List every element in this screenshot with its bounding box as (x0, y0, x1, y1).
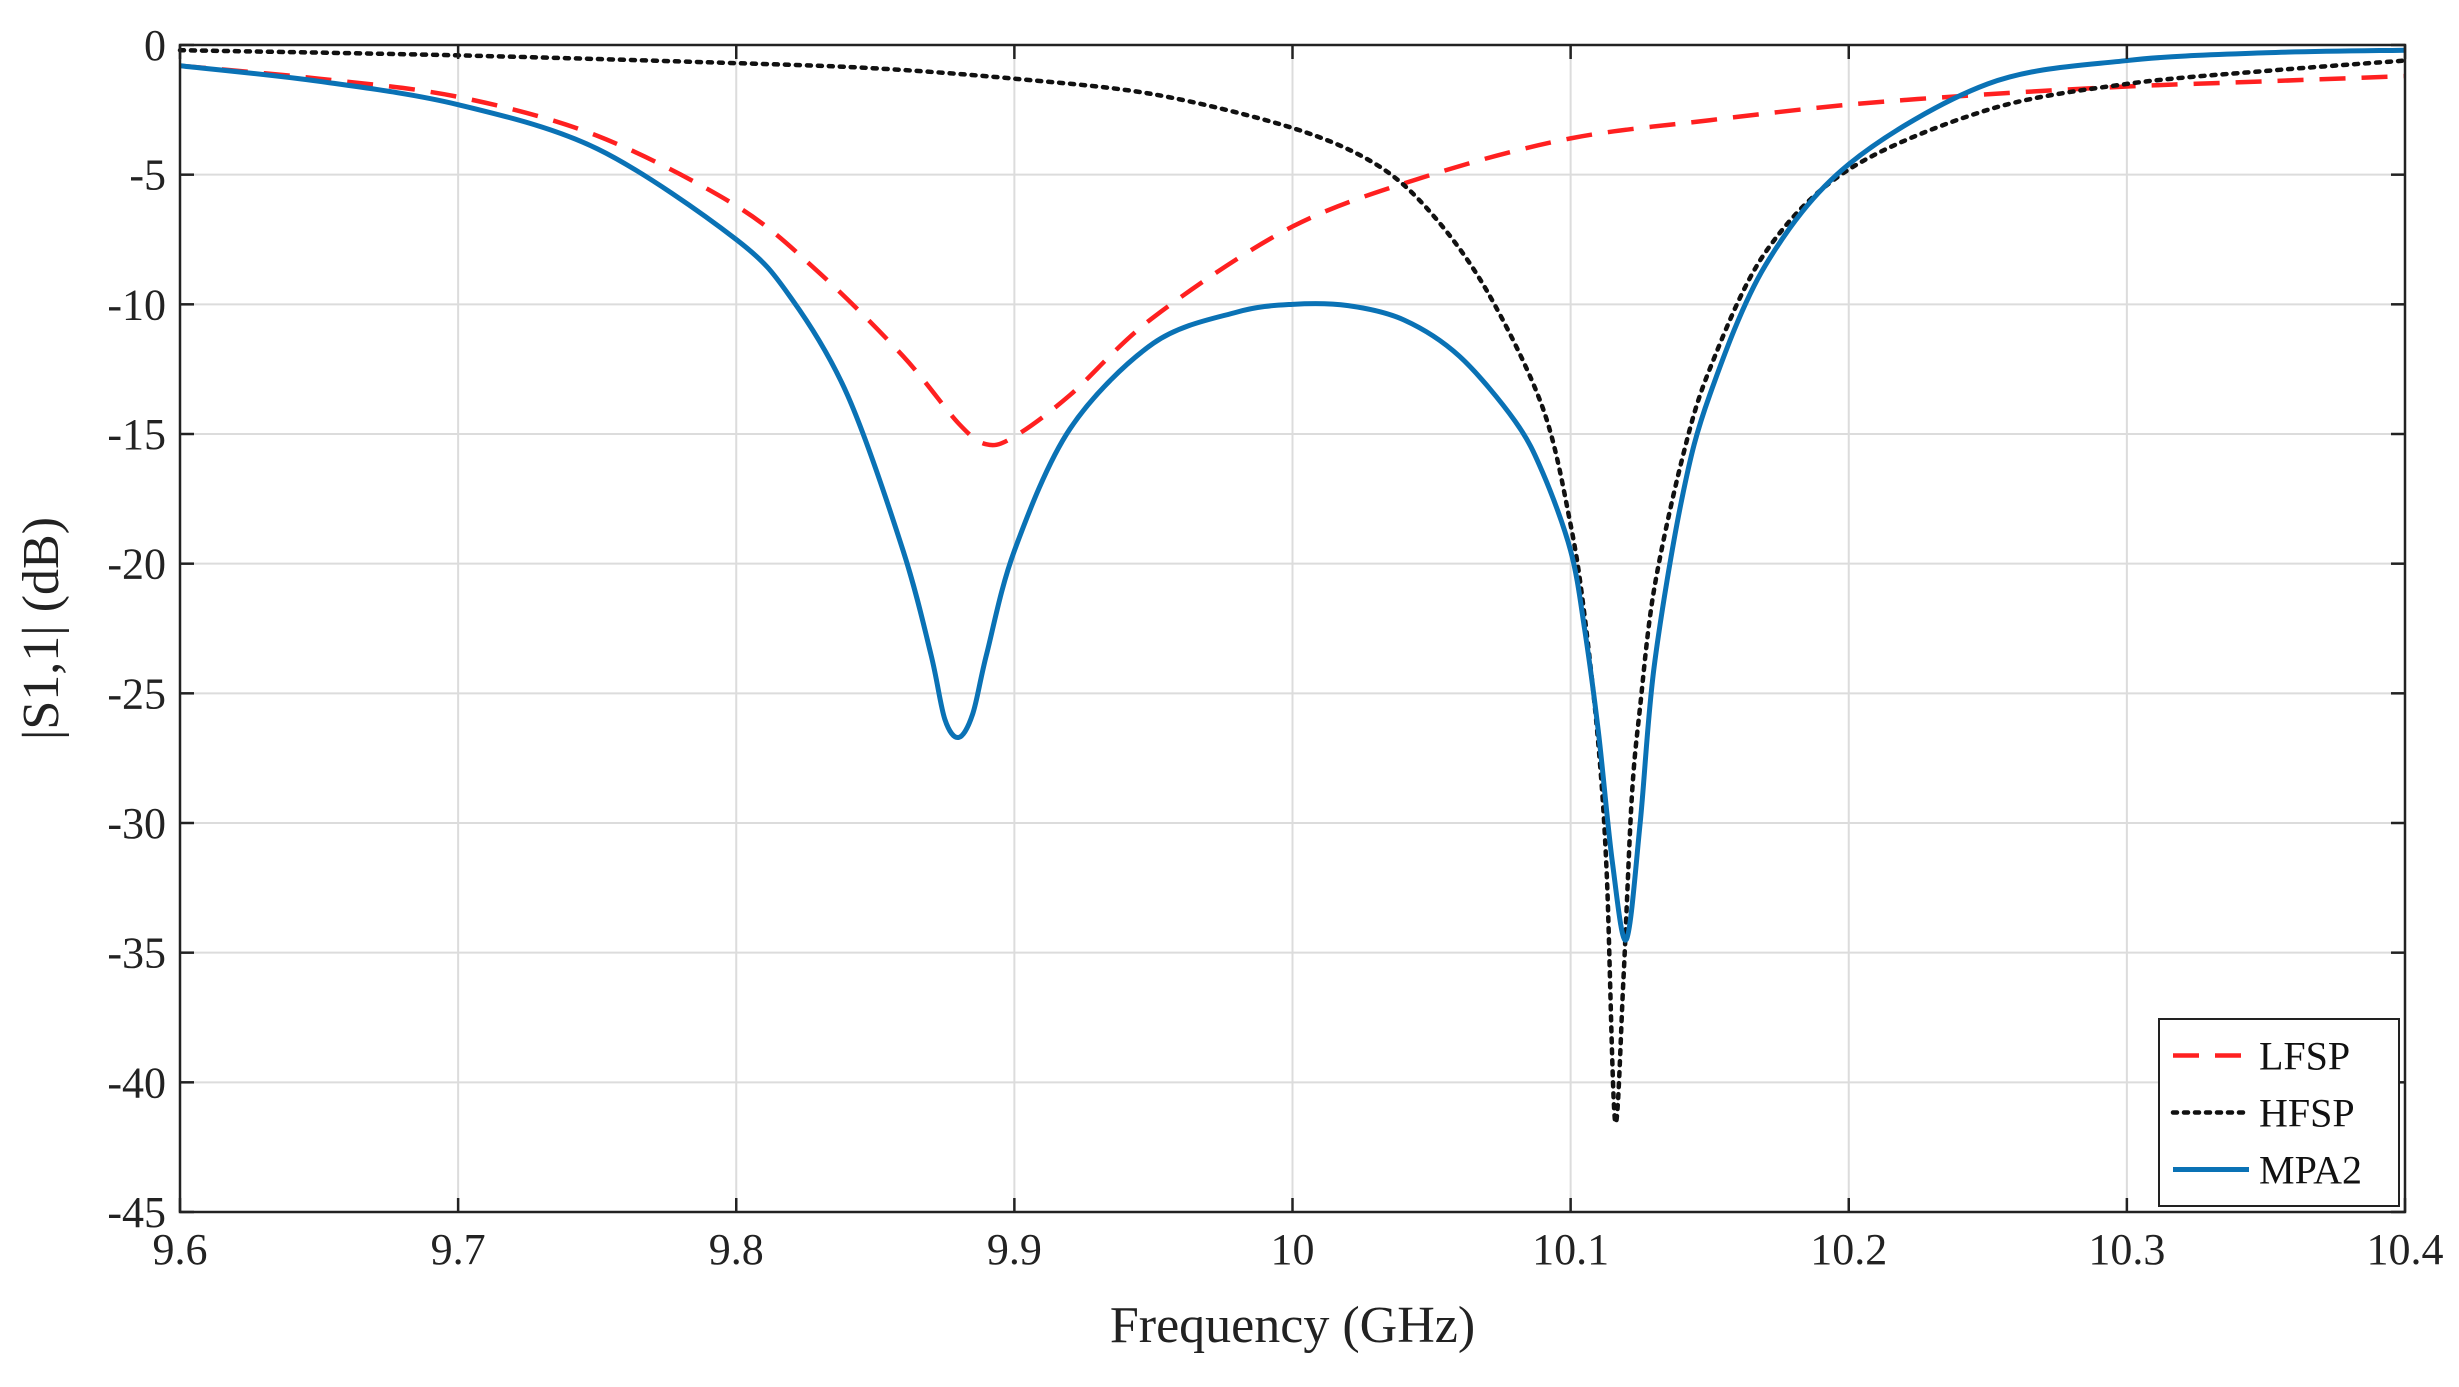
axis-ticks: 9.6 9.7 9.8 9.9 10 10.1 10.2 10.3 10.4 0 -5 -10 -15 -… (107, 21, 2443, 1274)
series-line-lfsp (179, 63, 2406, 448)
y-tick-label: -15 (107, 410, 166, 459)
legend-label-lfsp: LFSP (2259, 1034, 2350, 1079)
y-tick-label: -45 (107, 1188, 166, 1237)
y-tick-label: -30 (107, 799, 166, 848)
x-tick-label: 10.1 (1532, 1225, 1609, 1274)
x-tick-label: 9.8 (709, 1225, 764, 1274)
x-tick-label: 10 (1271, 1225, 1315, 1274)
x-tick-label: 10.3 (2088, 1225, 2165, 1274)
x-tick-label: 9.9 (987, 1225, 1042, 1274)
plot-series (177, 47, 2408, 1126)
x-axis-title: Frequency (GHz) (1110, 1297, 1475, 1354)
y-axis-title: |S1,1| (dB) (13, 517, 70, 740)
series-line-mpa2 (179, 47, 2406, 943)
y-tick-label: -40 (107, 1058, 166, 1107)
y-tick-label: -5 (129, 151, 166, 200)
series-line-hfsp (177, 47, 2408, 1126)
x-tick-label: 9.7 (431, 1225, 486, 1274)
x-tick-label: 9.6 (153, 1225, 208, 1274)
legend-label-hfsp: HFSP (2259, 1091, 2355, 1136)
legend-label-mpa2: MPA2 (2259, 1148, 2362, 1193)
legend: LFSP HFSP MPA2 (2158, 1018, 2400, 1207)
x-tick-label: 10.2 (1810, 1225, 1887, 1274)
y-tick-label: -35 (107, 929, 166, 978)
x-tick-label: 10.4 (2367, 1225, 2444, 1274)
y-tick-label: 0 (144, 21, 166, 70)
y-tick-label: -20 (107, 540, 166, 589)
y-tick-label: -25 (107, 669, 166, 718)
y-tick-label: -10 (107, 280, 166, 329)
